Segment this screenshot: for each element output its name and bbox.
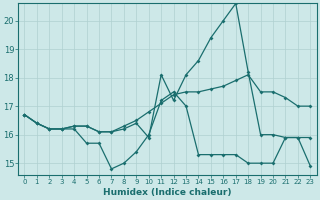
X-axis label: Humidex (Indice chaleur): Humidex (Indice chaleur) (103, 188, 232, 197)
